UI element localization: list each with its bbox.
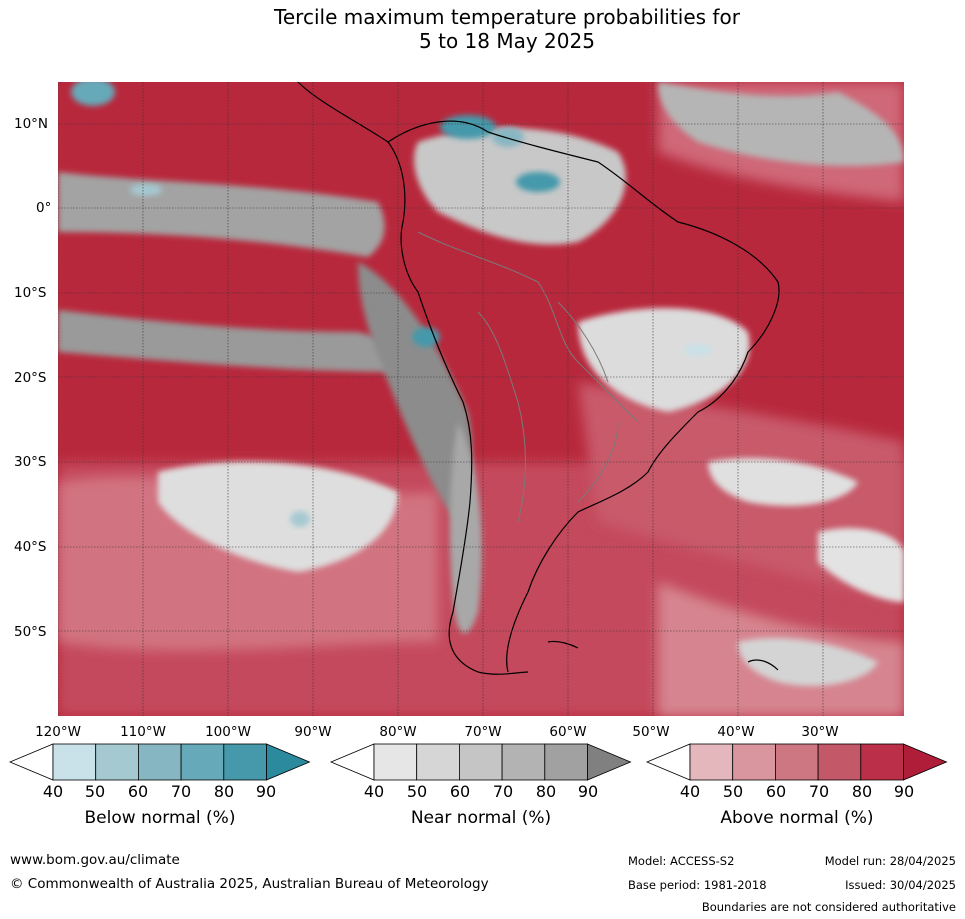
cb-near-tick-60: 60	[449, 782, 471, 801]
colorbar-below-segment	[95, 743, 139, 781]
lon-label-40w: 40°W	[717, 724, 755, 740]
lon-label-80w: 80°W	[379, 724, 417, 740]
cb-above-tick-60: 60	[765, 782, 787, 801]
cb-above-tick-80: 80	[851, 782, 873, 801]
cb-below-tick-60: 60	[127, 782, 149, 801]
colorbar-above-segment	[817, 743, 862, 781]
lon-label-50w: 50°W	[632, 724, 670, 740]
lat-label-40s: 40°S	[14, 539, 47, 555]
copyright-notice: © Commonwealth of Australia 2025, Austra…	[10, 876, 489, 892]
cb-above-tick-90: 90	[893, 782, 915, 801]
colorbar-above-min-arrow	[645, 743, 691, 781]
colorbar-above-max-arrow	[903, 743, 948, 781]
coastlines	[297, 82, 780, 675]
base-period: Base period: 1981-2018	[628, 878, 767, 892]
cb-near-tick-80: 80	[535, 782, 557, 801]
cb-label-above-normal: Above normal (%)	[720, 808, 874, 828]
colorbar-below-segment	[223, 743, 267, 781]
cb-below-tick-50: 50	[84, 782, 106, 801]
lon-label-90w: 90°W	[294, 724, 332, 740]
colorbar-below-normal	[8, 743, 311, 781]
website-url: www.bom.gov.au/climate	[10, 852, 180, 868]
graticule	[58, 82, 904, 716]
colorbar-above-segment	[860, 743, 904, 781]
issued-date: Issued: 30/04/2025	[845, 878, 956, 892]
colorbar-below-segment	[137, 743, 182, 781]
lat-label-10s: 10°S	[14, 285, 47, 301]
cb-near-tick-90: 90	[577, 782, 599, 801]
colorbar-below-segment	[180, 743, 225, 781]
cb-above-tick-50: 50	[722, 782, 744, 801]
cb-label-below-normal: Below normal (%)	[84, 808, 236, 828]
colorbar-above-segment	[775, 743, 819, 781]
colorbar-below-segment	[52, 743, 97, 781]
colorbar-above-segment	[689, 743, 734, 781]
colorbar-near-segment	[458, 743, 503, 781]
colorbar-near-min-arrow	[329, 743, 375, 781]
cb-below-tick-90: 90	[255, 782, 277, 801]
lon-label-100w: 100°W	[205, 724, 251, 740]
cb-below-tick-40: 40	[42, 782, 64, 801]
country-borders	[417, 231, 639, 523]
colorbar-near-segment	[501, 743, 546, 781]
boundary-disclaimer: Boundaries are not considered authoritat…	[701, 900, 956, 914]
lat-label-30s: 30°S	[14, 454, 47, 470]
cb-above-tick-40: 40	[679, 782, 701, 801]
cb-below-tick-80: 80	[213, 782, 235, 801]
colorbar-near-max-arrow	[587, 743, 632, 781]
colorbar-near-segment	[544, 743, 588, 781]
lat-label-50s: 50°S	[14, 624, 47, 640]
map-title-line-2: 5 to 18 May 2025	[419, 29, 595, 53]
probability-map	[58, 82, 904, 716]
colorbar-below-max-arrow	[266, 743, 311, 781]
colorbar-near-normal	[329, 743, 632, 781]
cb-near-tick-50: 50	[406, 782, 428, 801]
lon-label-110w: 110°W	[120, 724, 166, 740]
cb-above-tick-70: 70	[808, 782, 830, 801]
model-run-date: Model run: 28/04/2025	[824, 854, 956, 868]
colorbar-above-normal	[645, 743, 948, 781]
lat-label-10n: 10°N	[14, 116, 49, 132]
colorbar-below-min-arrow	[8, 743, 54, 781]
cb-below-tick-70: 70	[170, 782, 192, 801]
colorbar-near-segment	[373, 743, 418, 781]
colorbar-near-segment	[416, 743, 460, 781]
map-title-line-1: Tercile maximum temperature probabilitie…	[274, 5, 740, 29]
cb-label-near-normal: Near normal (%)	[410, 808, 552, 828]
near-normal-regions	[58, 82, 904, 686]
lat-label-equator: 0°	[36, 200, 52, 216]
lon-label-60w: 60°W	[549, 724, 587, 740]
lon-label-70w: 70°W	[464, 724, 502, 740]
cb-near-tick-70: 70	[492, 782, 514, 801]
lat-label-20s: 20°S	[14, 370, 47, 386]
colorbars	[8, 743, 948, 781]
lon-label-30w: 30°W	[801, 724, 839, 740]
lon-label-120w: 120°W	[35, 724, 81, 740]
model-name: Model: ACCESS-S2	[628, 854, 735, 868]
colorbar-above-segment	[732, 743, 776, 781]
cb-near-tick-40: 40	[363, 782, 385, 801]
